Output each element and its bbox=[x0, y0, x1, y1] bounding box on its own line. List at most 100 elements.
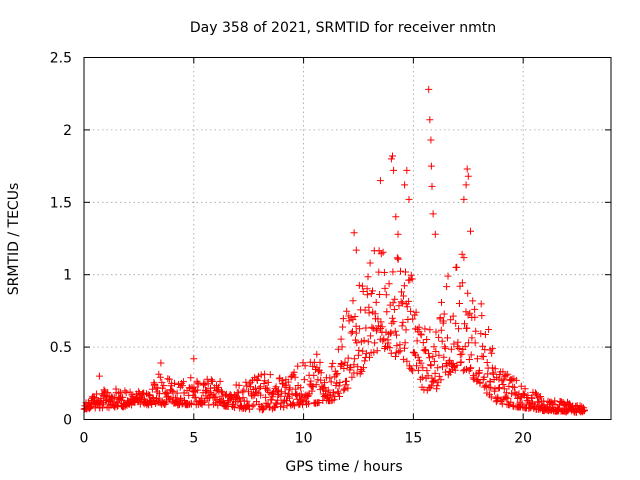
data-point bbox=[119, 393, 127, 401]
data-point bbox=[377, 250, 385, 258]
data-point bbox=[423, 336, 431, 343]
data-point bbox=[243, 397, 251, 405]
data-point bbox=[297, 384, 305, 392]
data-point bbox=[249, 392, 257, 400]
data-point bbox=[363, 291, 371, 299]
data-point bbox=[248, 402, 256, 410]
data-point bbox=[400, 282, 408, 290]
data-point bbox=[144, 391, 152, 399]
data-point bbox=[329, 359, 337, 367]
data-point bbox=[135, 388, 143, 396]
data-point bbox=[207, 376, 215, 384]
data-point bbox=[364, 338, 372, 346]
data-point bbox=[334, 388, 342, 396]
data-point bbox=[203, 387, 210, 395]
data-point bbox=[483, 359, 491, 366]
data-point bbox=[449, 360, 457, 367]
data-point bbox=[433, 382, 441, 390]
data-point bbox=[392, 213, 400, 221]
data-point bbox=[286, 394, 293, 402]
data-point bbox=[360, 336, 368, 344]
x-tick-label: 20 bbox=[514, 431, 532, 447]
data-point bbox=[372, 327, 380, 335]
data-point bbox=[423, 367, 431, 375]
data-point bbox=[194, 386, 202, 394]
data-point bbox=[436, 314, 444, 322]
data-point bbox=[408, 275, 416, 283]
data-point bbox=[449, 312, 457, 320]
data-point bbox=[361, 357, 369, 365]
data-point bbox=[328, 363, 336, 371]
data-point bbox=[370, 348, 378, 356]
data-point bbox=[279, 379, 286, 387]
data-point bbox=[95, 372, 103, 380]
data-point bbox=[461, 320, 468, 328]
data-point bbox=[442, 360, 450, 367]
data-point bbox=[208, 377, 216, 385]
data-point bbox=[350, 229, 358, 237]
data-point bbox=[401, 344, 408, 352]
data-point bbox=[310, 371, 318, 379]
data-point bbox=[344, 354, 352, 362]
data-point bbox=[432, 328, 440, 336]
data-point bbox=[178, 382, 186, 390]
x-tick-label: 5 bbox=[189, 431, 198, 447]
data-point bbox=[193, 379, 201, 387]
data-point bbox=[479, 353, 487, 361]
data-point bbox=[200, 398, 208, 406]
data-point bbox=[518, 400, 526, 408]
data-point bbox=[460, 195, 468, 203]
data-point bbox=[156, 373, 164, 381]
data-point bbox=[326, 374, 334, 382]
data-point bbox=[480, 373, 488, 381]
data-point bbox=[504, 370, 512, 378]
data-point bbox=[377, 325, 384, 332]
data-point bbox=[495, 384, 503, 392]
data-point bbox=[441, 344, 449, 352]
data-point bbox=[500, 385, 508, 393]
data-point bbox=[491, 385, 499, 393]
data-point bbox=[581, 406, 588, 414]
data-point bbox=[532, 389, 539, 397]
data-point bbox=[388, 314, 396, 322]
data-point bbox=[284, 378, 292, 386]
data-point bbox=[427, 162, 435, 170]
data-point bbox=[485, 326, 493, 333]
data-point bbox=[431, 230, 439, 238]
data-point bbox=[277, 403, 284, 411]
data-point bbox=[340, 386, 348, 394]
data-point bbox=[343, 377, 350, 385]
data-point bbox=[439, 363, 446, 371]
data-point bbox=[261, 377, 269, 385]
data-point bbox=[446, 356, 454, 364]
data-point bbox=[395, 302, 403, 310]
data-point bbox=[363, 285, 371, 293]
data-point bbox=[240, 386, 248, 394]
data-point bbox=[216, 377, 224, 385]
data-point bbox=[309, 382, 317, 390]
data-point bbox=[341, 385, 349, 393]
data-point bbox=[290, 402, 298, 410]
y-tick-label: 1.5 bbox=[50, 195, 72, 211]
data-point bbox=[304, 392, 312, 400]
data-point bbox=[425, 85, 433, 93]
data-point bbox=[419, 339, 427, 347]
data-point bbox=[512, 376, 520, 384]
data-point bbox=[430, 343, 438, 351]
data-point bbox=[430, 377, 438, 385]
chart-title: Day 358 of 2021, SRMTID for receiver nmt… bbox=[190, 20, 496, 36]
data-point bbox=[366, 259, 374, 267]
data-point bbox=[148, 385, 156, 393]
data-point bbox=[361, 306, 369, 314]
data-point bbox=[358, 282, 366, 290]
data-point bbox=[235, 381, 243, 389]
data-point bbox=[392, 353, 399, 360]
data-point bbox=[348, 373, 356, 381]
data-point bbox=[106, 392, 114, 400]
data-point bbox=[162, 400, 170, 408]
data-point bbox=[286, 384, 294, 392]
data-point bbox=[257, 383, 264, 391]
data-point bbox=[420, 346, 428, 354]
data-point bbox=[440, 353, 448, 361]
